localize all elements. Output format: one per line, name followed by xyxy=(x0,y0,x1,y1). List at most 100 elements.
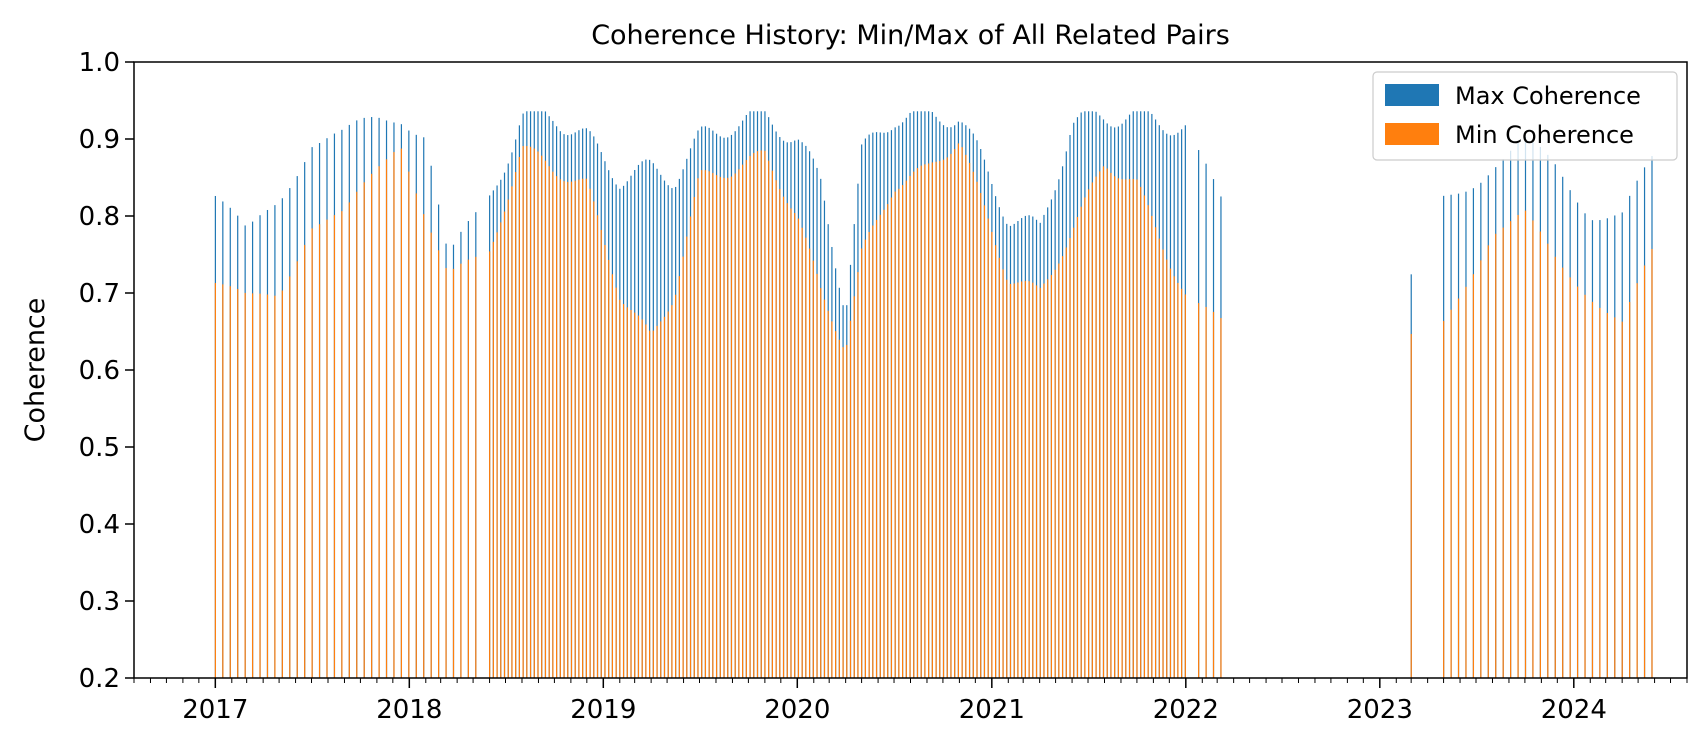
min-coherence-bar xyxy=(1006,279,1008,678)
min-coherence-bar xyxy=(593,201,595,679)
min-coherence-bar xyxy=(311,228,313,679)
min-coherence-bar xyxy=(656,325,658,678)
min-coherence-bar xyxy=(1073,227,1075,678)
min-coherence-bar xyxy=(1076,216,1079,678)
min-coherence-bar xyxy=(626,307,628,678)
min-coherence-bar xyxy=(1502,227,1504,678)
min-coherence-bar xyxy=(544,160,547,679)
min-coherence-bar xyxy=(875,219,878,678)
min-coherence-bar xyxy=(701,170,703,678)
min-coherence-bar xyxy=(738,169,740,678)
min-coherence-bar xyxy=(1443,320,1445,678)
min-coherence-bar xyxy=(578,179,580,678)
min-coherence-bar xyxy=(1088,189,1090,679)
min-coherence-bar xyxy=(1480,260,1482,678)
min-coherence-bar xyxy=(1606,312,1608,678)
min-coherence-bar xyxy=(1021,281,1023,678)
min-coherence-bar xyxy=(1472,274,1475,678)
y-tick-label: 0.5 xyxy=(79,433,120,463)
legend-swatch-max xyxy=(1385,84,1439,106)
min-coherence-bar xyxy=(541,155,543,679)
min-coherence-bar xyxy=(333,215,336,678)
min-coherence-bar xyxy=(214,282,216,678)
min-coherence-bar xyxy=(500,222,502,678)
min-coherence-bar xyxy=(1061,256,1064,678)
min-coherence-bar xyxy=(475,256,477,678)
min-coherence-bar xyxy=(1154,227,1157,678)
min-coherence-bar xyxy=(734,173,736,678)
min-coherence-bar xyxy=(1132,179,1134,678)
x-tick-label: 2017 xyxy=(182,695,248,725)
min-coherence-bar xyxy=(1517,214,1519,678)
min-coherence-bar xyxy=(1102,166,1105,678)
bar-series xyxy=(214,111,1653,679)
y-axis: 0.2 0.3 0.4 0.5 0.6 0.7 0.8 0.9 1.0 xyxy=(79,48,134,694)
min-coherence-bar xyxy=(1017,282,1019,678)
y-tick-label: 0.7 xyxy=(79,279,120,309)
min-coherence-bar xyxy=(570,181,573,679)
min-coherence-bar xyxy=(913,171,915,679)
min-coherence-bar xyxy=(489,251,491,678)
min-coherence-bar xyxy=(1173,276,1175,678)
min-coherence-bar xyxy=(857,272,859,678)
min-coherence-bar xyxy=(671,305,673,678)
min-coherence-bar xyxy=(559,179,561,678)
min-coherence-bar xyxy=(1162,249,1164,678)
min-coherence-bar xyxy=(686,236,688,679)
min-coherence-bar xyxy=(341,211,343,678)
min-coherence-bar xyxy=(663,316,666,678)
min-coherence-bar xyxy=(511,186,513,679)
min-coherence-bar xyxy=(727,177,729,678)
min-coherence-bar xyxy=(274,295,276,678)
min-coherence-bar xyxy=(1410,334,1412,678)
min-coherence-bar xyxy=(968,162,971,678)
min-coherence-bar xyxy=(1110,172,1112,679)
min-coherence-bar xyxy=(1028,281,1030,678)
x-tick-label: 2022 xyxy=(1153,695,1219,725)
min-coherence-bar xyxy=(533,148,535,678)
min-coherence-bar xyxy=(1636,283,1638,678)
min-coherence-bar xyxy=(1524,210,1527,678)
min-coherence-bar xyxy=(518,157,520,678)
min-coherence-bar xyxy=(1576,286,1579,678)
min-coherence-bar xyxy=(1125,179,1127,678)
min-coherence-bar xyxy=(1013,283,1015,678)
min-coherence-bar xyxy=(1177,282,1179,678)
min-coherence-bar xyxy=(452,268,455,678)
min-coherence-bar xyxy=(585,178,587,678)
min-coherence-bar xyxy=(1532,220,1534,679)
min-coherence-bar xyxy=(816,273,818,678)
min-coherence-bar xyxy=(1450,309,1452,678)
legend: Max Coherence Min Coherence xyxy=(1372,71,1678,161)
min-coherence-bar xyxy=(675,294,677,678)
min-coherence-bar xyxy=(1457,298,1460,678)
min-coherence-bar xyxy=(222,284,224,678)
min-coherence-bar xyxy=(846,344,848,678)
y-tick-label: 0.6 xyxy=(79,356,120,386)
min-coherence-bar xyxy=(563,181,565,678)
y-tick-label: 1.0 xyxy=(79,48,120,78)
x-tick-label: 2018 xyxy=(376,695,442,725)
min-coherence-bar xyxy=(652,330,654,678)
min-coherence-bar xyxy=(1205,306,1207,678)
min-coherence-bar xyxy=(385,159,388,679)
min-coherence-bar xyxy=(634,312,636,678)
min-coherence-bar xyxy=(237,288,239,678)
min-coherence-bar xyxy=(768,160,770,678)
min-coherence-bar xyxy=(251,293,254,678)
min-coherence-bar xyxy=(641,319,643,678)
min-coherence-bar xyxy=(1024,280,1026,678)
min-coherence-bar xyxy=(318,224,321,679)
min-coherence-bar xyxy=(678,276,680,678)
min-coherence-bar xyxy=(589,188,591,678)
min-coherence-bar xyxy=(1002,269,1004,678)
legend-box xyxy=(1372,71,1678,161)
min-coherence-bar xyxy=(619,299,621,678)
min-coherence-bar xyxy=(965,154,967,678)
min-coherence-bar xyxy=(400,148,403,678)
min-coherence-bar xyxy=(775,180,777,678)
min-coherence-bar xyxy=(987,218,989,678)
min-coherence-bar xyxy=(356,191,358,678)
min-coherence-bar xyxy=(991,231,993,679)
min-coherence-bar xyxy=(408,171,410,679)
